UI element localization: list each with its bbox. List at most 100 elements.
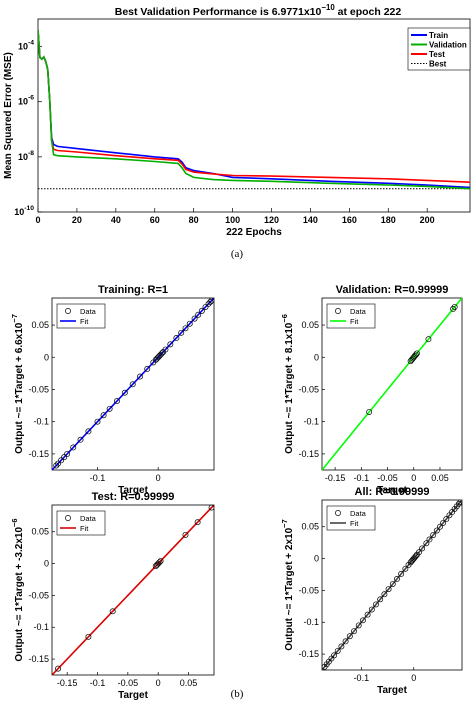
legend-data-label: Data	[80, 307, 97, 316]
plot-title-text: Best Validation Performance is 6.9771x10	[115, 6, 322, 18]
fit-line	[322, 298, 462, 470]
y-tick-label: -0.05	[28, 384, 49, 394]
x-tick-label: 160	[342, 215, 357, 225]
plot-title-suffix: at epoch 222	[335, 6, 402, 18]
fit-line	[52, 298, 214, 470]
data-point	[195, 311, 202, 318]
data-point	[355, 622, 362, 629]
plot-title: All: R=0.99999	[355, 486, 430, 498]
plot-title: Best Validation Performance is 6.9771x10…	[115, 3, 402, 18]
regression-plot-3: Test: R=0.99999 -0.15 -0.1 -0.05 0 0.05 0.05 0 -…	[10, 491, 215, 701]
data-point	[157, 558, 164, 564]
data-point	[158, 350, 165, 357]
legend-fit-label: Fit	[350, 519, 359, 528]
data-point	[85, 633, 92, 640]
data-point	[162, 346, 169, 353]
data-point	[346, 633, 353, 640]
data-point	[425, 336, 432, 343]
series-line-validation	[38, 29, 470, 190]
performance-plot: Best Validation Performance is 6.9771x10…	[3, 3, 471, 238]
regression-plot-4: All: R=0.99999 -0.1 0 0.05 0 -0.05 -0.1 -0.15 Ta…	[280, 486, 463, 696]
legend-box	[326, 303, 376, 329]
regression-plot-2: Validation: R=0.99999 -0.15 -0.1 -0.05 0 0.05…	[280, 284, 463, 496]
data-point	[85, 428, 92, 435]
data-point	[94, 418, 101, 425]
x-tick-label: -0.1	[354, 473, 370, 483]
x-tick-label: 120	[264, 215, 279, 225]
data-point	[430, 532, 437, 538]
data-point	[53, 462, 60, 469]
y-axis-label: Output ~= 1*Target + 6.6x10−7	[10, 314, 25, 454]
x-tick-label: 0	[35, 215, 40, 225]
data-point	[55, 665, 62, 672]
plot-title: Training: R=1	[98, 284, 168, 296]
y-tick-label: -0.1	[303, 417, 319, 427]
plot-marks	[322, 298, 462, 470]
y-tick-label: -0.1	[33, 622, 49, 632]
y-axis-label-exponent: −7	[280, 519, 289, 528]
y-axis-label: Mean Squared Error (MSE)	[3, 52, 14, 179]
data-point	[440, 519, 447, 526]
data-point	[191, 315, 198, 322]
y-tick-label: -0.1	[33, 417, 49, 427]
y-axis-label: Output ~= 1*Target + 2x10−7	[280, 519, 295, 650]
data-point	[426, 536, 433, 543]
x-tick-label: 180	[381, 215, 396, 225]
y-tick-label-text: 10	[14, 207, 24, 217]
data-point	[433, 527, 440, 534]
x-tick-label: 200	[420, 215, 435, 225]
data-point	[202, 304, 209, 310]
data-point	[156, 559, 163, 566]
data-point	[412, 351, 419, 358]
data-point	[129, 381, 136, 388]
legend-data-marker	[65, 308, 71, 314]
plot-area	[37, 18, 471, 213]
y-tick-label: 10-4	[18, 40, 34, 52]
x-tick-label: 140	[303, 215, 318, 225]
y-tick-label: 0	[314, 352, 319, 362]
y-tick-label: 0	[44, 559, 49, 569]
data-point	[451, 304, 458, 310]
plot-marks	[52, 298, 214, 470]
plot-marks	[322, 500, 462, 670]
data-point	[113, 398, 120, 405]
legend-data-label: Data	[350, 509, 367, 518]
legend-box	[56, 303, 106, 329]
data-point	[100, 412, 107, 419]
data-point	[338, 643, 345, 650]
x-axis-label: Target	[377, 485, 407, 496]
y-tick-label: 0.05	[31, 527, 49, 537]
x-tick-label: -0.05	[118, 678, 139, 688]
data-point	[394, 576, 400, 582]
x-tick-label: 0	[156, 473, 161, 483]
legend-box	[326, 505, 376, 531]
x-tick-label: 0	[156, 678, 161, 688]
data-point	[351, 628, 357, 635]
data-point	[208, 298, 214, 304]
legend-data-label: Data	[80, 514, 97, 523]
data-point	[412, 553, 419, 559]
x-axis-label: Target	[118, 690, 148, 701]
legend-box	[56, 510, 106, 536]
data-point	[368, 606, 375, 613]
data-point	[389, 581, 396, 587]
x-tick-label: -0.05	[377, 473, 398, 483]
data-point	[186, 320, 193, 327]
x-tick-label: -0.1	[90, 473, 106, 483]
data-point	[70, 444, 77, 451]
data-point	[423, 540, 430, 547]
legend-label: Validation	[429, 41, 467, 50]
legend-label: Train	[429, 31, 448, 40]
y-tick-label: -0.15	[28, 449, 49, 459]
x-tick-label: -0.1	[354, 673, 370, 683]
y-axis-label-text: Output ~= 1*Target + 8.1x10	[284, 322, 295, 454]
data-point	[385, 586, 392, 593]
x-tick-label: -0.15	[325, 473, 346, 483]
data-point	[416, 549, 422, 556]
data-point	[64, 450, 71, 457]
y-tick-label: 0	[44, 352, 49, 362]
plot-title: Validation: R=0.99999	[336, 284, 449, 296]
